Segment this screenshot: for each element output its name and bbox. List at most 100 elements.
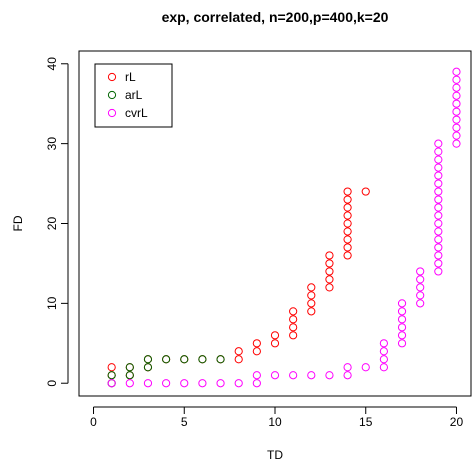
data-point-rL (343, 243, 352, 252)
data-point-rL (343, 235, 352, 244)
data-point-rL (307, 291, 316, 300)
data-point-cvrL (434, 187, 443, 196)
data-point-rL (234, 347, 243, 356)
data-point-cvrL (434, 211, 443, 220)
data-point-cvrL (434, 155, 443, 164)
data-point-rL (325, 275, 334, 284)
data-point-rL (289, 315, 298, 324)
data-point-cvrL (452, 91, 461, 100)
plot-frame (78, 50, 472, 397)
chart-title: exp, correlated, n=200,p=400,k=20 (162, 9, 389, 25)
y-tick-label: 40 (45, 57, 59, 71)
data-point-arL (125, 363, 134, 372)
data-point-cvrL (125, 379, 134, 388)
x-tick-label: 20 (450, 415, 464, 429)
data-point-cvrL (434, 227, 443, 236)
data-point-cvrL (434, 259, 443, 268)
legend-marker-cvrL (107, 108, 117, 118)
data-point-rL (325, 283, 334, 292)
data-point-cvrL (343, 363, 352, 372)
data-point-cvrL (434, 243, 443, 252)
x-tick-label: 10 (268, 415, 282, 429)
data-point-cvrL (416, 267, 425, 276)
data-point-rL (307, 299, 316, 308)
data-point-cvrL (307, 371, 316, 380)
series-rL (107, 187, 370, 380)
data-point-cvrL (343, 371, 352, 380)
data-points (107, 67, 461, 388)
data-point-rL (343, 251, 352, 260)
data-point-cvrL (434, 235, 443, 244)
legend-label-rL: rL (125, 70, 136, 84)
data-point-rL (361, 187, 370, 196)
data-point-cvrL (452, 115, 461, 124)
data-point-cvrL (434, 195, 443, 204)
data-point-arL (216, 355, 225, 364)
data-point-cvrL (452, 75, 461, 84)
data-point-rL (307, 307, 316, 316)
data-point-cvrL (162, 379, 171, 388)
data-point-cvrL (361, 363, 370, 372)
data-point-cvrL (434, 203, 443, 212)
y-tick-label: 30 (45, 137, 59, 151)
data-point-rL (289, 323, 298, 332)
data-point-cvrL (452, 99, 461, 108)
data-point-cvrL (416, 283, 425, 292)
y-axis-label: FD (11, 215, 25, 231)
data-point-cvrL (379, 363, 388, 372)
data-point-cvrL (234, 379, 243, 388)
data-point-rL (270, 331, 280, 340)
data-point-cvrL (416, 275, 425, 284)
data-point-cvrL (434, 139, 443, 148)
x-tick-label: 5 (181, 415, 188, 429)
x-axis-label: TD (267, 448, 283, 462)
data-point-cvrL (434, 267, 443, 276)
data-point-rL (343, 203, 352, 212)
data-point-cvrL (434, 163, 443, 172)
legend-box (94, 63, 173, 128)
data-point-arL (198, 355, 207, 364)
data-point-cvrL (198, 379, 207, 388)
data-point-rL (289, 331, 298, 340)
data-point-cvrL (452, 83, 461, 92)
data-point-cvrL (397, 299, 407, 308)
data-point-rL (325, 251, 334, 260)
data-point-rL (252, 347, 261, 356)
data-point-rL (325, 259, 334, 268)
data-point-cvrL (143, 379, 153, 388)
data-point-cvrL (289, 371, 298, 380)
data-point-rL (252, 339, 261, 348)
legend-label-cvrL: cvrL (125, 106, 148, 120)
data-point-arL (107, 371, 116, 380)
data-point-rL (343, 195, 352, 204)
data-point-rL (107, 363, 116, 372)
data-point-cvrL (416, 299, 425, 308)
data-point-cvrL (180, 379, 189, 388)
data-point-cvrL (434, 179, 443, 188)
data-point-arL (180, 355, 189, 364)
data-point-cvrL (452, 123, 461, 132)
legend-label-arL: arL (125, 88, 143, 102)
data-point-arL (125, 371, 134, 380)
data-point-rL (343, 187, 352, 196)
data-point-cvrL (434, 219, 443, 228)
legend-marker-rL (107, 72, 117, 82)
data-point-cvrL (434, 147, 443, 156)
data-point-rL (289, 307, 298, 316)
data-point-cvrL (452, 107, 461, 116)
data-point-cvrL (252, 371, 261, 380)
legend: rL arL cvrL (94, 63, 173, 128)
data-point-cvrL (434, 251, 443, 260)
data-point-rL (343, 219, 352, 228)
data-point-arL (143, 355, 153, 364)
data-point-cvrL (216, 379, 225, 388)
data-point-rL (343, 227, 352, 236)
data-point-cvrL (434, 171, 443, 180)
data-point-cvrL (379, 339, 388, 348)
y-axis: 0 10 20 30 40 (45, 57, 69, 387)
data-point-cvrL (452, 67, 461, 76)
series-arL (107, 355, 225, 388)
data-point-cvrL (325, 371, 334, 380)
data-point-cvrL (397, 323, 407, 332)
